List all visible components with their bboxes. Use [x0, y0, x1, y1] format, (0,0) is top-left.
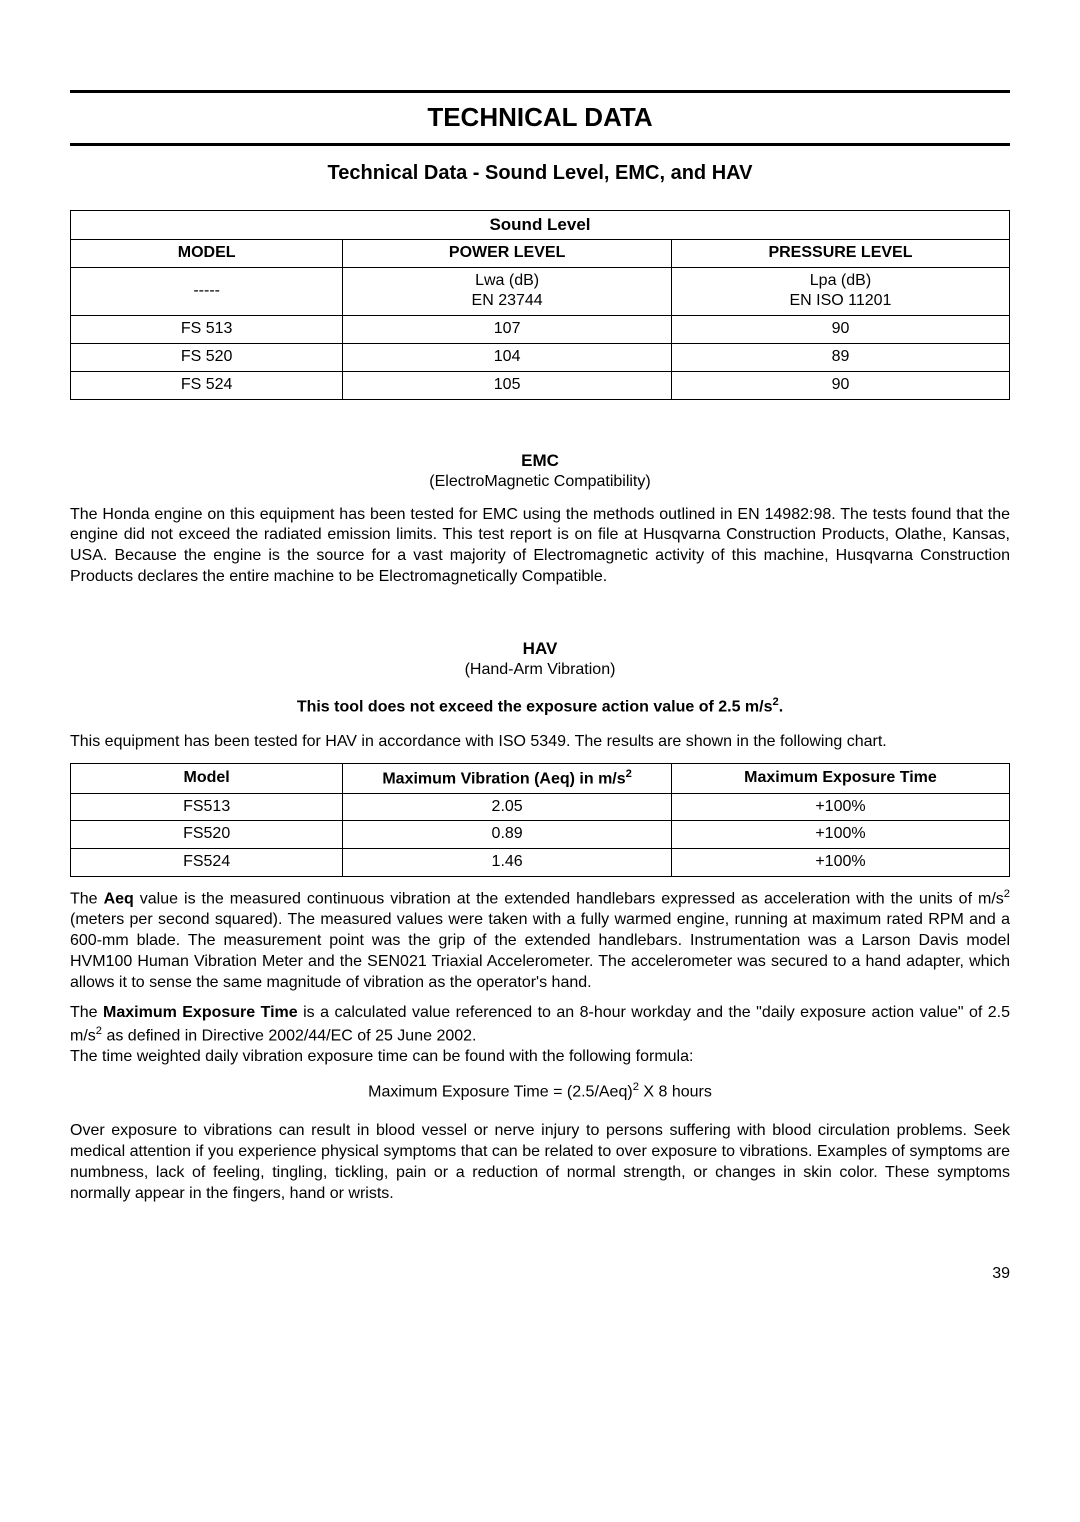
cell: +100%: [671, 849, 1009, 877]
cell: FS524: [71, 849, 343, 877]
sound-header-model: MODEL: [71, 239, 343, 267]
cell: FS520: [71, 821, 343, 849]
cell: FS513: [71, 793, 343, 821]
max-exposure-paragraph: The Maximum Exposure Time is a calculate…: [70, 1003, 1010, 1068]
sound-level-table: Sound Level MODEL POWER LEVEL PRESSURE L…: [70, 210, 1010, 400]
cell: 0.89: [343, 821, 672, 849]
table-row: FS520 0.89 +100%: [71, 821, 1010, 849]
table-row: FS 520 104 89: [71, 344, 1010, 372]
exposure-formula: Maximum Exposure Time = (2.5/Aeq)2 X 8 h…: [70, 1080, 1010, 1103]
cell: 90: [671, 371, 1009, 399]
cell: 90: [671, 316, 1009, 344]
main-title: TECHNICAL DATA: [70, 90, 1010, 146]
sound-header-pressure: PRESSURE LEVEL: [671, 239, 1009, 267]
sub-title: Technical Data - Sound Level, EMC, and H…: [70, 160, 1010, 186]
emc-paragraph: The Honda engine on this equipment has b…: [70, 505, 1010, 588]
cell: 105: [343, 371, 672, 399]
cell: -----: [71, 267, 343, 316]
cell: Lwa (dB)EN 23744: [343, 267, 672, 316]
emc-subtitle: (ElectroMagnetic Compatibility): [70, 472, 1010, 493]
table-row: FS524 1.46 +100%: [71, 849, 1010, 877]
table-row: ----- Lwa (dB)EN 23744 Lpa (dB)EN ISO 11…: [71, 267, 1010, 316]
cell: 2.05: [343, 793, 672, 821]
sound-table-caption: Sound Level: [71, 210, 1010, 239]
cell: FS 524: [71, 371, 343, 399]
hav-table: Model Maximum Vibration (Aeq) in m/s2 Ma…: [70, 763, 1010, 878]
hav-header-time: Maximum Exposure Time: [671, 763, 1009, 793]
table-row: FS513 2.05 +100%: [71, 793, 1010, 821]
cell: Lpa (dB)EN ISO 11201: [671, 267, 1009, 316]
cell: 89: [671, 344, 1009, 372]
cell: +100%: [671, 793, 1009, 821]
cell: FS 513: [71, 316, 343, 344]
table-row: FS 524 105 90: [71, 371, 1010, 399]
hav-header-model: Model: [71, 763, 343, 793]
page-number: 39: [70, 1264, 1010, 1285]
hav-heading: HAV: [70, 638, 1010, 660]
table-row: FS 513 107 90: [71, 316, 1010, 344]
cell: 104: [343, 344, 672, 372]
cell: FS 520: [71, 344, 343, 372]
cell: 1.46: [343, 849, 672, 877]
aeq-paragraph: The Aeq value is the measured continuous…: [70, 887, 1010, 993]
hav-subtitle: (Hand-Arm Vibration): [70, 660, 1010, 681]
hav-header-vibration: Maximum Vibration (Aeq) in m/s2: [343, 763, 672, 793]
cell: +100%: [671, 821, 1009, 849]
cell: 107: [343, 316, 672, 344]
emc-heading: EMC: [70, 450, 1010, 472]
warning-paragraph: Over exposure to vibrations can result i…: [70, 1121, 1010, 1204]
hav-intro: This equipment has been tested for HAV i…: [70, 732, 1010, 753]
sound-header-power: POWER LEVEL: [343, 239, 672, 267]
hav-action-value: This tool does not exceed the exposure a…: [70, 695, 1010, 718]
